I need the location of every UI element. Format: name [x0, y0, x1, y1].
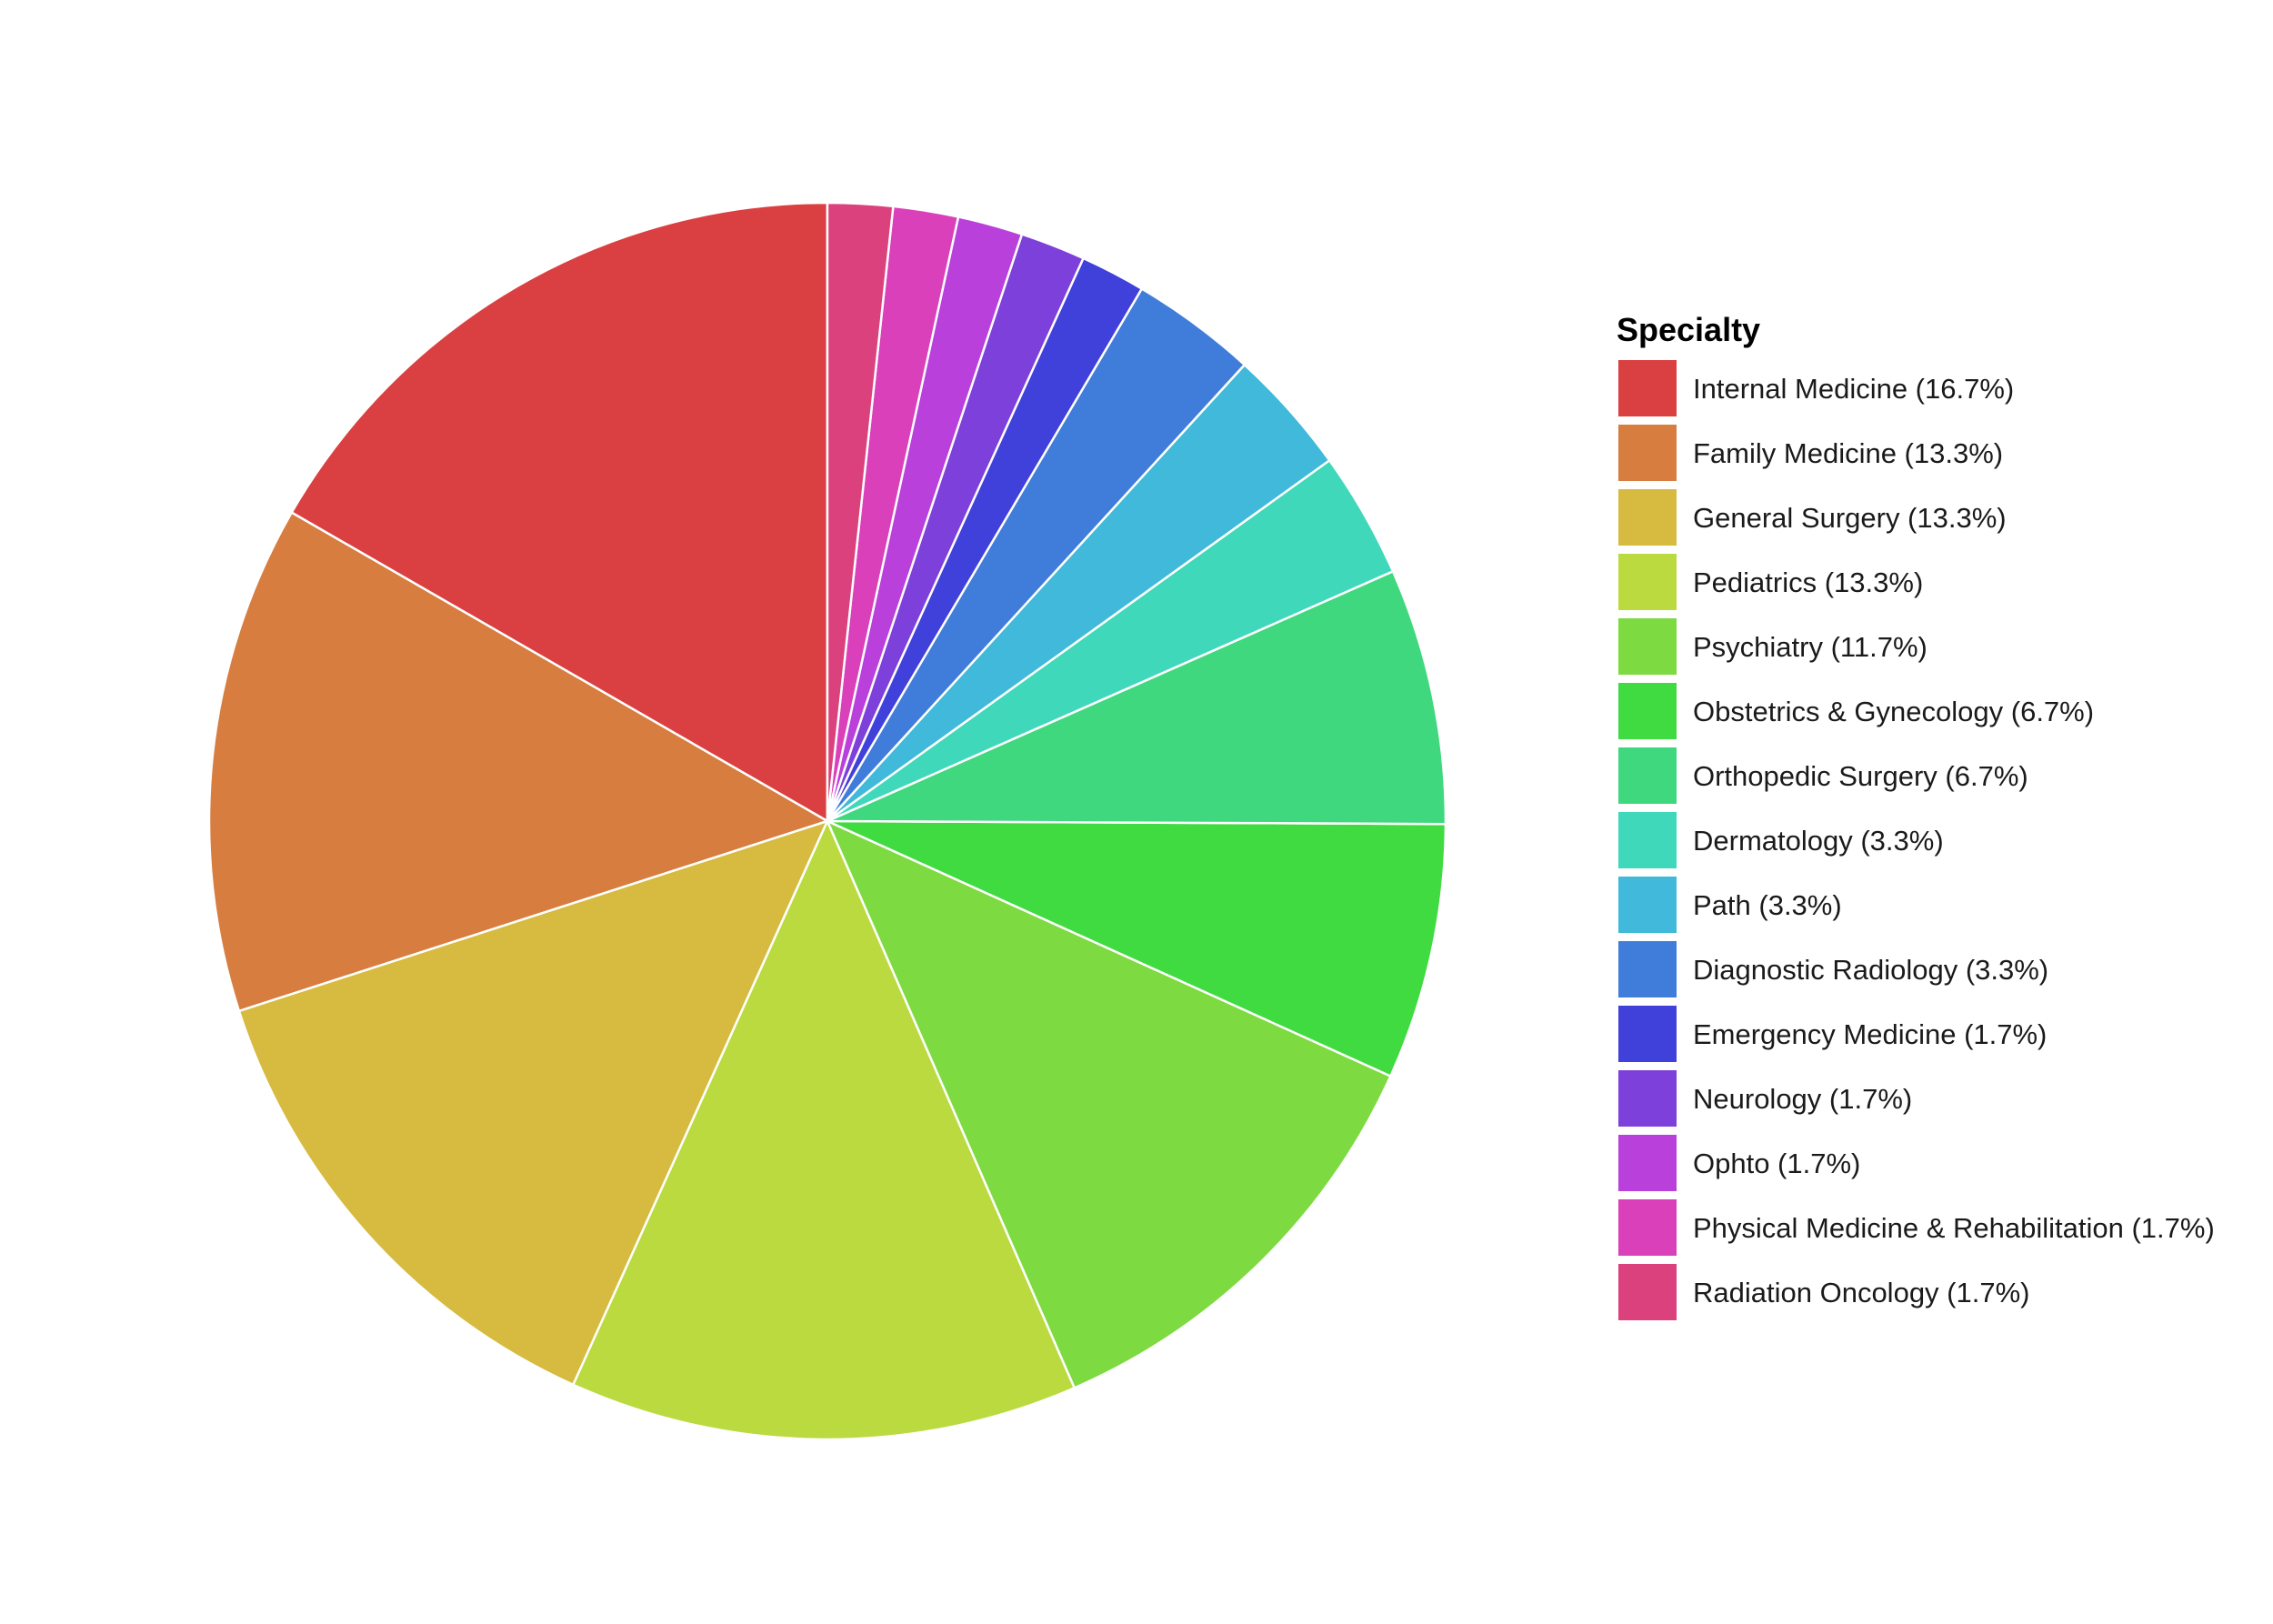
legend-label: Obstetrics & Gynecology (6.7%)	[1693, 696, 2094, 727]
legend-label: Path (3.3%)	[1693, 889, 1842, 921]
legend-label: Ophto (1.7%)	[1693, 1148, 1860, 1179]
legend-label: General Surgery (13.3%)	[1693, 502, 2007, 534]
legend-swatch	[1617, 552, 1678, 612]
legend-label: Dermatology (3.3%)	[1693, 825, 1944, 857]
legend-swatch	[1617, 875, 1678, 935]
pie-slice	[825, 818, 1393, 1389]
legend-swatch	[1617, 617, 1678, 677]
legend-label: Emergency Medicine (1.7%)	[1693, 1018, 2047, 1050]
legend-swatch	[1617, 358, 1678, 418]
legend-items: Internal Medicine (16.7%) Family Medicine…	[1617, 358, 2215, 1322]
pie-slices	[207, 201, 1447, 1441]
pie-slice	[290, 201, 829, 824]
legend-label: Psychiatry (11.7%)	[1693, 631, 1928, 663]
legend-label: Neurology (1.7%)	[1693, 1083, 1912, 1115]
legend-label: Diagnostic Radiology (3.3%)	[1693, 954, 2048, 986]
pie-slice	[826, 201, 895, 822]
legend-swatch	[1617, 746, 1678, 806]
legend-swatch	[1617, 1198, 1678, 1258]
legend-swatch	[1617, 423, 1678, 483]
pie-slice	[571, 817, 1076, 1441]
legend-swatch	[1617, 681, 1678, 741]
pie-slice	[826, 569, 1447, 826]
legend: Specialty Internal Medicine (16.7%) Famil…	[1617, 311, 2215, 1322]
legend-swatch	[1617, 1262, 1678, 1322]
legend-swatch	[1617, 1004, 1678, 1064]
pie-slice	[207, 510, 831, 1013]
legend-swatch	[1617, 939, 1678, 999]
legend-label: Orthopedic Surgery (6.7%)	[1693, 760, 2028, 792]
legend-label: Radiation Oncology (1.7%)	[1693, 1277, 2029, 1308]
legend-swatch	[1617, 1068, 1678, 1128]
pie-slice	[237, 818, 830, 1387]
legend-label: Pediatrics (13.3%)	[1693, 566, 1923, 598]
legend-label: Internal Medicine (16.7%)	[1693, 373, 2014, 405]
legend-title: Specialty	[1617, 311, 1760, 348]
legend-swatch	[1617, 810, 1678, 870]
legend-swatch	[1617, 487, 1678, 547]
pie-slice	[826, 819, 1447, 1078]
legend-swatch	[1617, 1133, 1678, 1193]
legend-label: Physical Medicine & Rehabilitation (1.7%…	[1693, 1212, 2215, 1244]
legend-label: Family Medicine (13.3%)	[1693, 437, 2003, 469]
